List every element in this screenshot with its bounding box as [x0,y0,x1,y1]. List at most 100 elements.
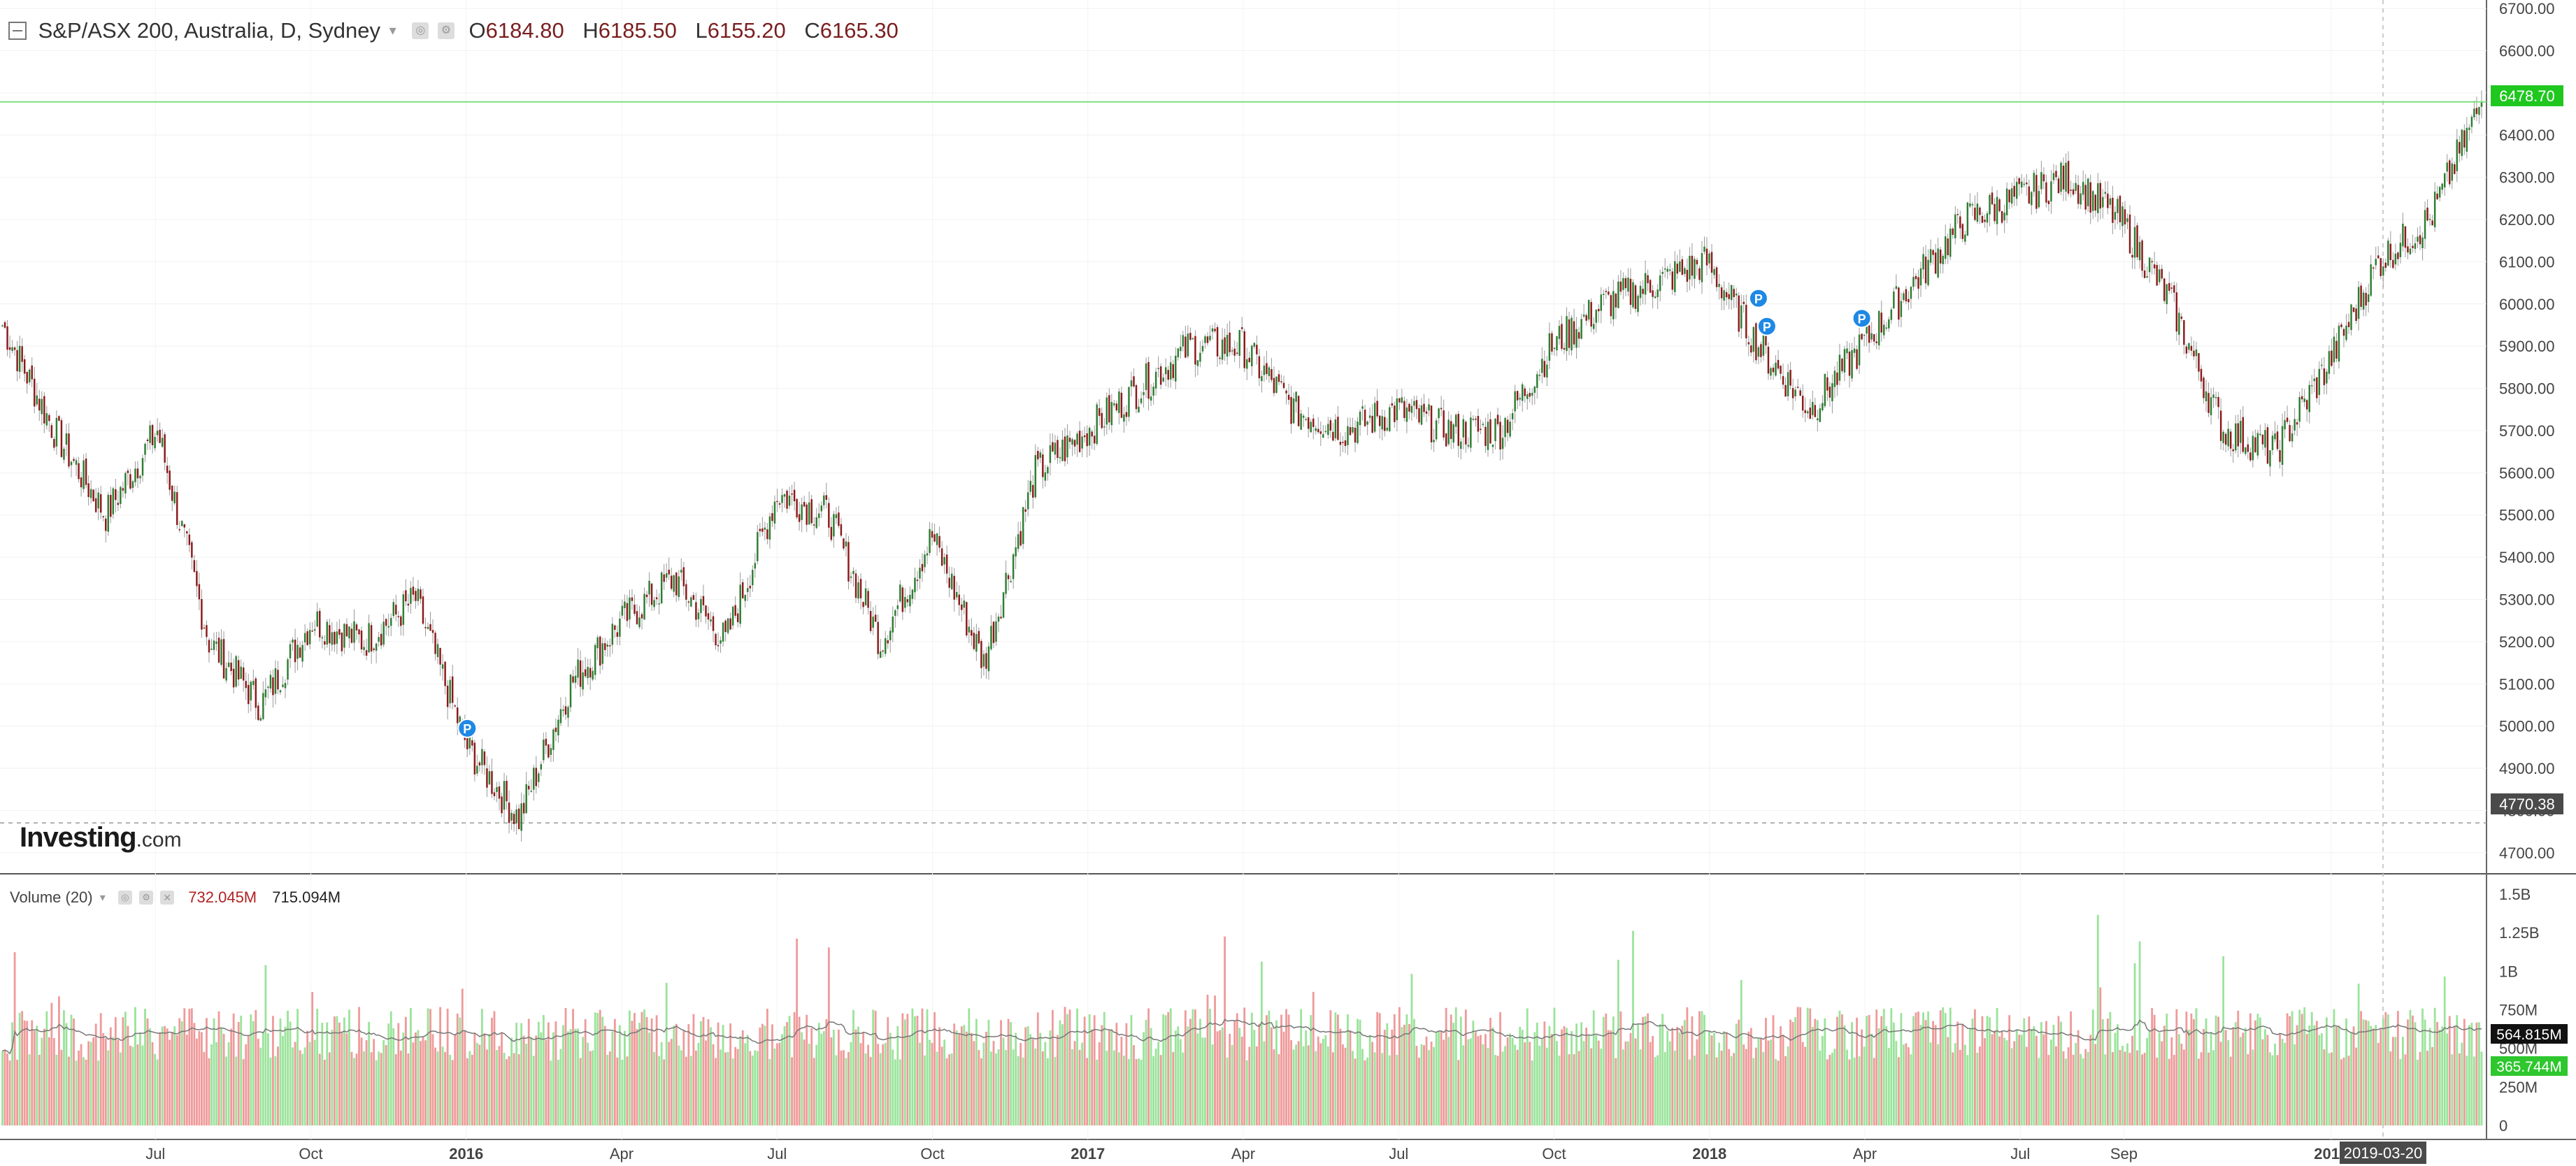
candle-body [1730,285,1733,301]
candle-body [2360,285,2362,307]
candle-body [2038,191,2040,208]
candle-body [11,347,13,352]
candle-body [296,645,299,659]
candle-body [2084,185,2087,210]
candle-body [1430,405,1433,442]
candle-body [141,458,144,476]
candle-body [857,582,859,599]
candle-body [508,802,510,823]
volume-bar [1364,1060,1366,1125]
candle-body [1817,418,1819,421]
volume-bar [1540,1039,1543,1125]
close-icon[interactable]: ✕ [160,891,175,905]
candle-body [919,568,921,579]
candle-body [225,668,227,681]
volume-bar [336,1016,338,1125]
volume-bar [2156,1058,2159,1125]
candle-body [159,429,161,443]
price-tick-label: 5500.00 [2499,507,2555,524]
symbol-title[interactable]: S&P/ASX 200, Australia, D, Sydney [38,17,380,43]
candle-body [1143,391,1145,396]
volume-bar [1733,1053,1736,1125]
candle-body [2200,368,2203,382]
volume-bar [1499,1012,1501,1125]
candle-body [2077,185,2080,204]
volume-bar [2443,977,2446,1125]
volume-bar [1128,1058,1130,1125]
volume-bar [1566,1028,1568,1125]
candle-body [1253,343,1256,347]
candle-body [2261,434,2264,445]
candle-body [164,434,166,463]
candle-body [34,378,36,407]
volume-bar [1932,1021,1935,1125]
chevron-down-icon[interactable]: ▾ [389,23,396,39]
volume-bar [1656,1055,1659,1125]
candle-body [2372,267,2375,269]
candle-body [557,719,559,736]
candle-body [963,600,966,608]
format-icon[interactable]: ⚙ [437,22,455,39]
collapse-icon[interactable] [8,21,27,40]
volume-bar [94,1023,97,1125]
candle-body [835,514,838,519]
volume-bar [1843,1025,1846,1125]
candle-body [1961,224,1964,239]
price-tick-label: 5000.00 [2499,718,2555,735]
volume-bar [2414,1022,2417,1125]
volume-bar [1329,1010,1332,1125]
candle-body [1413,401,1415,406]
volume-bar [970,1032,973,1125]
format-icon[interactable]: ⚙ [139,891,154,905]
volume-bar [577,1028,579,1125]
settings-icon[interactable]: ◎ [117,891,132,905]
volume-bar [2222,956,2225,1125]
volume-bar [409,1008,412,1125]
candle-body [350,628,353,643]
volume-bar [1880,1016,1883,1125]
volume-bar [1501,1051,1504,1125]
candle-body [2335,340,2338,359]
candle-body [1044,472,1047,481]
volume-bar [1386,1023,1389,1125]
candle-body [1780,366,1782,374]
candle-body [1396,398,1398,421]
volume-bar [2291,1011,2294,1125]
volume-bar [277,1046,279,1125]
candle-body [926,553,929,556]
volume-bar [1071,1049,1073,1125]
price-tick-label: 6100.00 [2499,253,2555,271]
volume-bar [1159,1055,1162,1125]
volume-bar [2109,1012,2112,1125]
price-tick-label: 5800.00 [2499,380,2555,398]
volume-bar [296,1009,299,1125]
ohlc-open: O6184.80 [468,17,564,43]
settings-icon[interactable]: ◎ [412,22,429,39]
candle-body [1319,431,1322,434]
candle-body [424,627,427,628]
volume-bar [958,1034,961,1125]
chevron-down-icon[interactable]: ▾ [99,892,106,905]
volume-bar [2239,1037,2242,1125]
candle-body [1996,196,1998,224]
candle-body [31,365,33,380]
volume-bar [980,1058,982,1125]
volume-bar [1784,1056,1787,1125]
volume-bar [1326,1046,1329,1125]
volume-title[interactable]: Volume (20) [10,888,93,907]
volume-bar [92,1037,95,1125]
candle-body [2468,127,2470,130]
volume-bar [1791,1021,1794,1125]
candle-body [1002,592,1005,618]
candle-body [156,431,159,436]
volume-bar [2170,1037,2173,1125]
candle-body [1261,376,1263,382]
volume-bar [237,1022,240,1125]
candle-body [1211,328,1214,332]
candle-body [2180,316,2183,319]
candle-body [1563,347,1566,350]
volume-bar [2203,1028,2205,1125]
candle-body [2433,192,2436,228]
crosshair-price-label: 4770.38 [2499,796,2555,813]
